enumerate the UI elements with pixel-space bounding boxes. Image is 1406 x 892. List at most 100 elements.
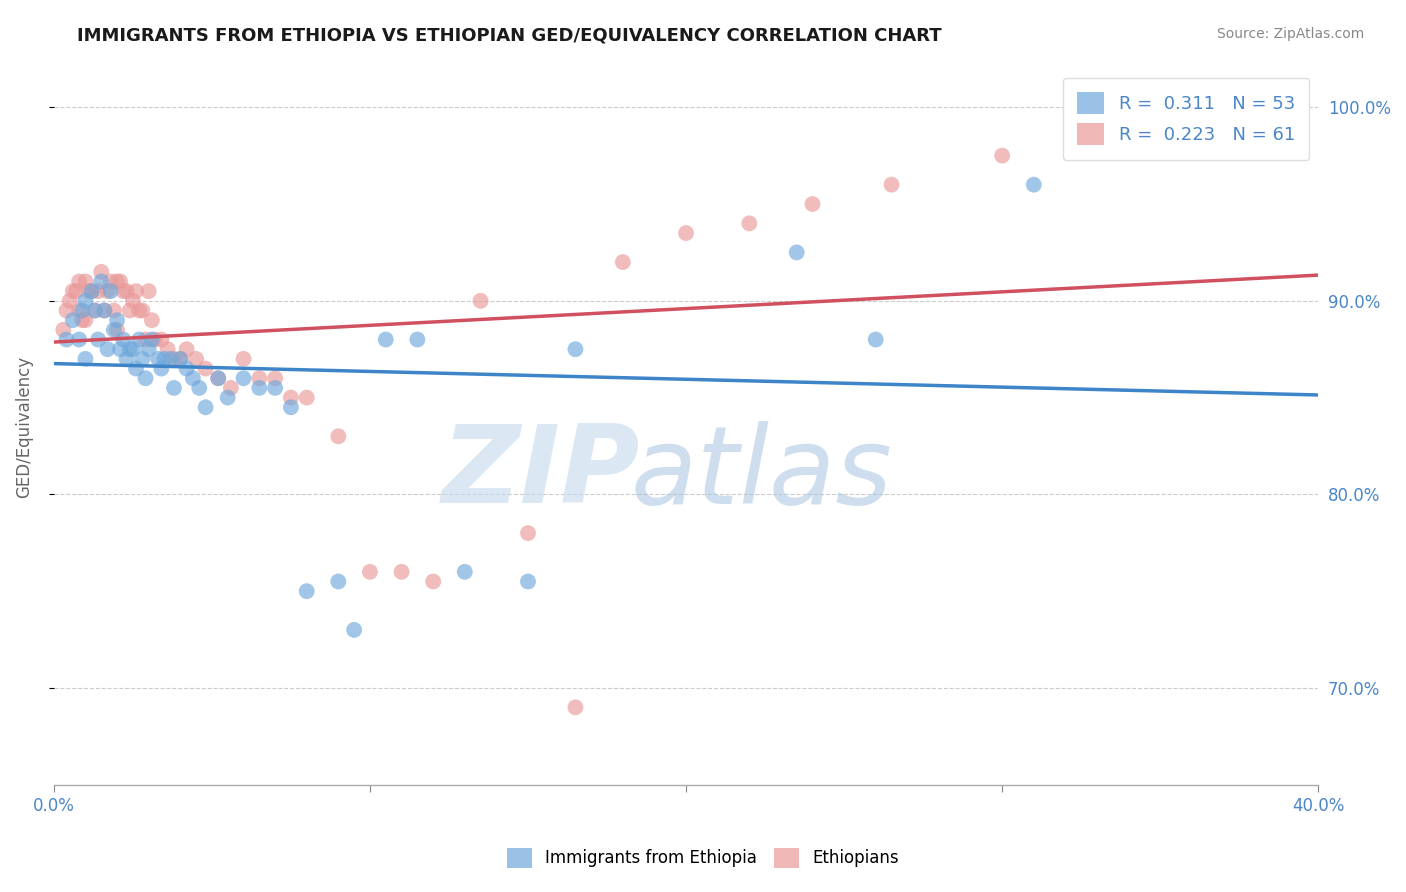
Point [90, 275, 112, 289]
Point [67, 303, 90, 318]
Point [87, 284, 110, 298]
Point [517, 526, 540, 541]
Point [247, 371, 270, 385]
Point [328, 429, 350, 443]
Point [105, 313, 128, 327]
Point [1022, 178, 1045, 192]
Point [121, 342, 143, 356]
Point [52, 323, 75, 337]
Point [801, 197, 824, 211]
Point [118, 303, 141, 318]
Point [134, 333, 156, 347]
Point [217, 391, 239, 405]
Point [131, 351, 153, 366]
Point [207, 371, 229, 385]
Point [100, 284, 122, 298]
Point [112, 333, 135, 347]
Point [55, 333, 77, 347]
Point [194, 361, 217, 376]
Point [67, 333, 90, 347]
Point [786, 245, 808, 260]
Point [181, 371, 204, 385]
Point [295, 584, 318, 599]
Point [564, 342, 586, 356]
Point [121, 293, 143, 308]
Point [55, 303, 77, 318]
Point [176, 342, 198, 356]
Point [97, 342, 120, 356]
Point [422, 574, 444, 589]
Point [264, 371, 287, 385]
Text: Source: ZipAtlas.com: Source: ZipAtlas.com [1216, 27, 1364, 41]
Point [75, 313, 97, 327]
Point [141, 333, 163, 347]
Point [62, 284, 84, 298]
Point [153, 351, 176, 366]
Point [454, 565, 477, 579]
Point [280, 401, 302, 415]
Point [219, 381, 242, 395]
Point [406, 333, 429, 347]
Point [125, 361, 148, 376]
Point [295, 391, 318, 405]
Point [105, 275, 128, 289]
Point [84, 303, 107, 318]
Point [72, 303, 94, 318]
Point [176, 361, 198, 376]
Point [328, 574, 350, 589]
Point [865, 333, 887, 347]
Point [138, 342, 160, 356]
Point [184, 351, 207, 366]
Point [169, 351, 191, 366]
Point [156, 342, 179, 356]
Point [232, 351, 254, 366]
Point [72, 313, 94, 327]
Point [125, 284, 148, 298]
Point [138, 284, 160, 298]
Point [103, 323, 125, 337]
Point [247, 381, 270, 395]
Point [163, 351, 186, 366]
Point [232, 371, 254, 385]
Point [391, 565, 413, 579]
Point [87, 333, 110, 347]
Point [264, 381, 287, 395]
Point [128, 333, 150, 347]
Point [146, 351, 169, 366]
Point [564, 700, 586, 714]
Point [115, 351, 138, 366]
Point [100, 275, 122, 289]
Point [93, 303, 115, 318]
Point [470, 293, 492, 308]
Point [103, 303, 125, 318]
Point [65, 284, 87, 298]
Point [110, 342, 132, 356]
Point [84, 303, 107, 318]
Point [97, 284, 120, 298]
Text: IMMIGRANTS FROM ETHIOPIA VS ETHIOPIAN GED/EQUIVALENCY CORRELATION CHART: IMMIGRANTS FROM ETHIOPIA VS ETHIOPIAN GE… [77, 27, 942, 45]
Point [90, 265, 112, 279]
Point [128, 303, 150, 318]
Legend: R =  0.311   N = 53, R =  0.223   N = 61: R = 0.311 N = 53, R = 0.223 N = 61 [1063, 78, 1309, 160]
Point [991, 148, 1014, 162]
Point [112, 284, 135, 298]
Point [80, 284, 103, 298]
Point [80, 284, 103, 298]
Point [159, 351, 181, 366]
Point [141, 313, 163, 327]
Point [207, 371, 229, 385]
Point [374, 333, 396, 347]
Point [150, 333, 173, 347]
Point [131, 303, 153, 318]
Text: ZIP: ZIP [441, 420, 640, 526]
Point [134, 371, 156, 385]
Point [880, 178, 903, 192]
Point [675, 226, 697, 240]
Point [62, 313, 84, 327]
Point [143, 333, 166, 347]
Point [59, 293, 82, 308]
Point [163, 381, 186, 395]
Point [194, 401, 217, 415]
Point [110, 275, 132, 289]
Text: atlas: atlas [631, 421, 893, 525]
